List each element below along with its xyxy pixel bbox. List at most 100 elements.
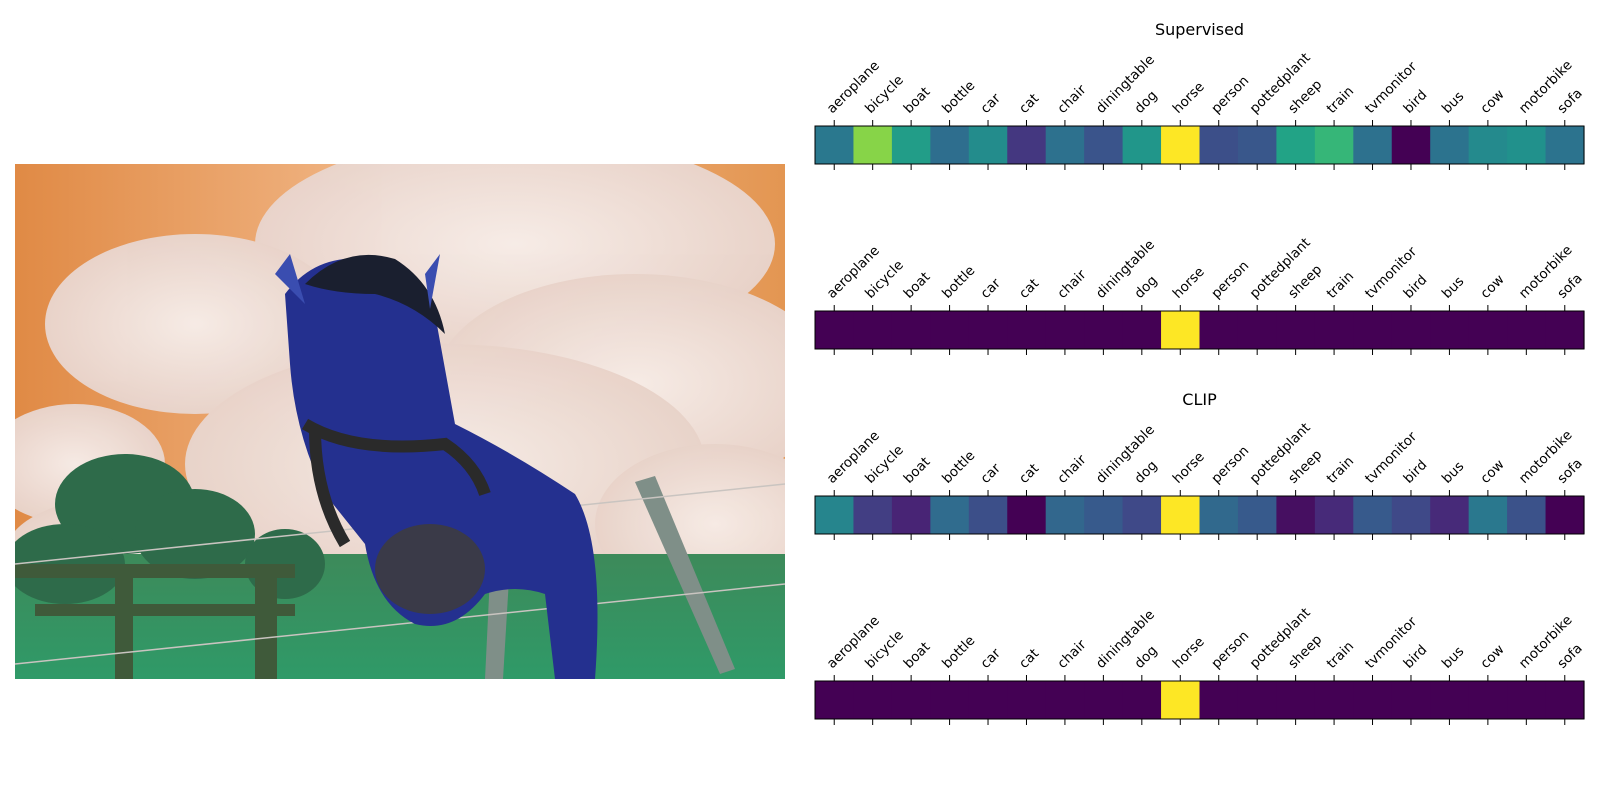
heatmap-cell-sheep [1276,681,1316,719]
tick-label-person: person [1208,258,1252,302]
heatmap-cell-chair [1045,311,1085,349]
heatmap-cell-cow [1468,681,1508,719]
heatmap-cell-train [1314,681,1354,719]
heatmap-cell-pottedplant [1237,311,1277,349]
heatmap-cell-car [968,681,1008,719]
heatmap-cell-person [1199,496,1239,534]
heatmap-cell-sheep [1276,496,1316,534]
heatmap-cell-bottle [930,496,970,534]
heatmap-cell-car [968,496,1008,534]
tick-label-bus: bus [1439,643,1467,671]
tick-label-chair: chair [1054,266,1089,301]
heatmap-cell-cat [1007,311,1047,349]
heatmap-cell-horse [1161,681,1201,719]
heatmap-cell-bottle [930,126,970,164]
heatmap-cell-chair [1045,126,1085,164]
tick-label-car: car [978,645,1005,672]
heatmap-cell-boat [891,681,931,719]
heatmap-cell-horse [1161,496,1201,534]
tick-label-dog: dog [1131,643,1160,672]
tick-label-bottle: bottle [939,448,978,487]
heatmap-cell-pottedplant [1237,681,1277,719]
heatmap-cell-sheep [1276,311,1316,349]
heatmap-cell-tvmonitor [1353,681,1393,719]
tick-label-horse: horse [1170,79,1208,117]
heatmap-cell-tvmonitor [1353,496,1393,534]
heatmap-cell-person [1199,681,1239,719]
tick-label-cat: cat [1016,276,1042,302]
tick-label-bird: bird [1400,642,1430,672]
tick-label-person: person [1208,73,1252,117]
heatmap-cell-aeroplane [815,681,855,719]
heatmap-cell-sofa [1545,126,1585,164]
heatmap-cell-car [968,311,1008,349]
tick-label-sofa: sofa [1554,85,1585,116]
heatmap-cell-bicycle [853,681,893,719]
heatmap-cell-aeroplane [815,126,855,164]
tick-label-person: person [1208,628,1252,672]
tick-label-chair: chair [1054,81,1089,116]
heatmap-cell-motorbike [1507,311,1547,349]
heatmap-cell-sofa [1545,681,1585,719]
heatmap-cell-bottle [930,681,970,719]
tick-label-cat: cat [1016,646,1042,672]
tick-label-train: train [1324,638,1358,672]
heatmap-cell-sheep [1276,126,1316,164]
tick-label-dog: dog [1131,458,1160,487]
tick-label-bus: bus [1439,273,1467,301]
tick-label-train: train [1324,83,1358,117]
heatmap-frame [814,495,1585,535]
tick-label-sofa: sofa [1554,455,1585,486]
heatmap-cell-cow [1468,311,1508,349]
heatmap-cell-sofa [1545,496,1585,534]
heatmap-cell-motorbike [1507,126,1547,164]
tick-label-bird: bird [1400,272,1430,302]
heatmap-cell-tvmonitor [1353,126,1393,164]
heatmap-cell-bus [1430,311,1470,349]
heatmap-cell-cat [1007,496,1047,534]
tick-label-cow: cow [1477,87,1507,117]
heatmap-cell-cat [1007,126,1047,164]
heatmap-cell-bird [1391,681,1431,719]
heatmap-cell-chair [1045,496,1085,534]
heatmap-frame [814,125,1585,165]
tick-label-boat: boat [901,639,934,672]
heatmap-cell-bird [1391,496,1431,534]
tick-label-car: car [978,90,1005,117]
heatmap-cell-dog [1122,496,1162,534]
tick-label-bottle: bottle [939,78,978,117]
heatmap-cell-diningtable [1084,496,1124,534]
heatmap-cell-train [1314,496,1354,534]
horse-photo [15,164,785,679]
tick-label-horse: horse [1170,264,1208,302]
tick-label-bus: bus [1439,458,1467,486]
tick-label-chair: chair [1054,636,1089,671]
heatmap-cell-bird [1391,126,1431,164]
heatmap-cell-bicycle [853,496,893,534]
heatmap-cell-dog [1122,311,1162,349]
tick-label-person: person [1208,443,1252,487]
heatmap-title: Supervised [1155,20,1244,39]
heatmap-cell-car [968,126,1008,164]
heatmap-cell-boat [891,311,931,349]
tick-label-horse: horse [1170,634,1208,672]
heatmap-cell-person [1199,126,1239,164]
heatmap-cell-boat [891,126,931,164]
heatmap-cell-horse [1161,311,1201,349]
tick-label-chair: chair [1054,451,1089,486]
tick-label-cat: cat [1016,461,1042,487]
heatmap-cell-person [1199,311,1239,349]
tick-label-bird: bird [1400,457,1430,487]
tick-label-car: car [978,275,1005,302]
tick-label-bus: bus [1439,88,1467,116]
heatmap-cell-motorbike [1507,496,1547,534]
heatmap-cell-train [1314,126,1354,164]
heatmap-cell-aeroplane [815,311,855,349]
heatmap-cell-dog [1122,126,1162,164]
tick-label-boat: boat [901,269,934,302]
heatmap-cell-cat [1007,681,1047,719]
heatmap-cell-cow [1468,126,1508,164]
heatmap-cell-dog [1122,681,1162,719]
